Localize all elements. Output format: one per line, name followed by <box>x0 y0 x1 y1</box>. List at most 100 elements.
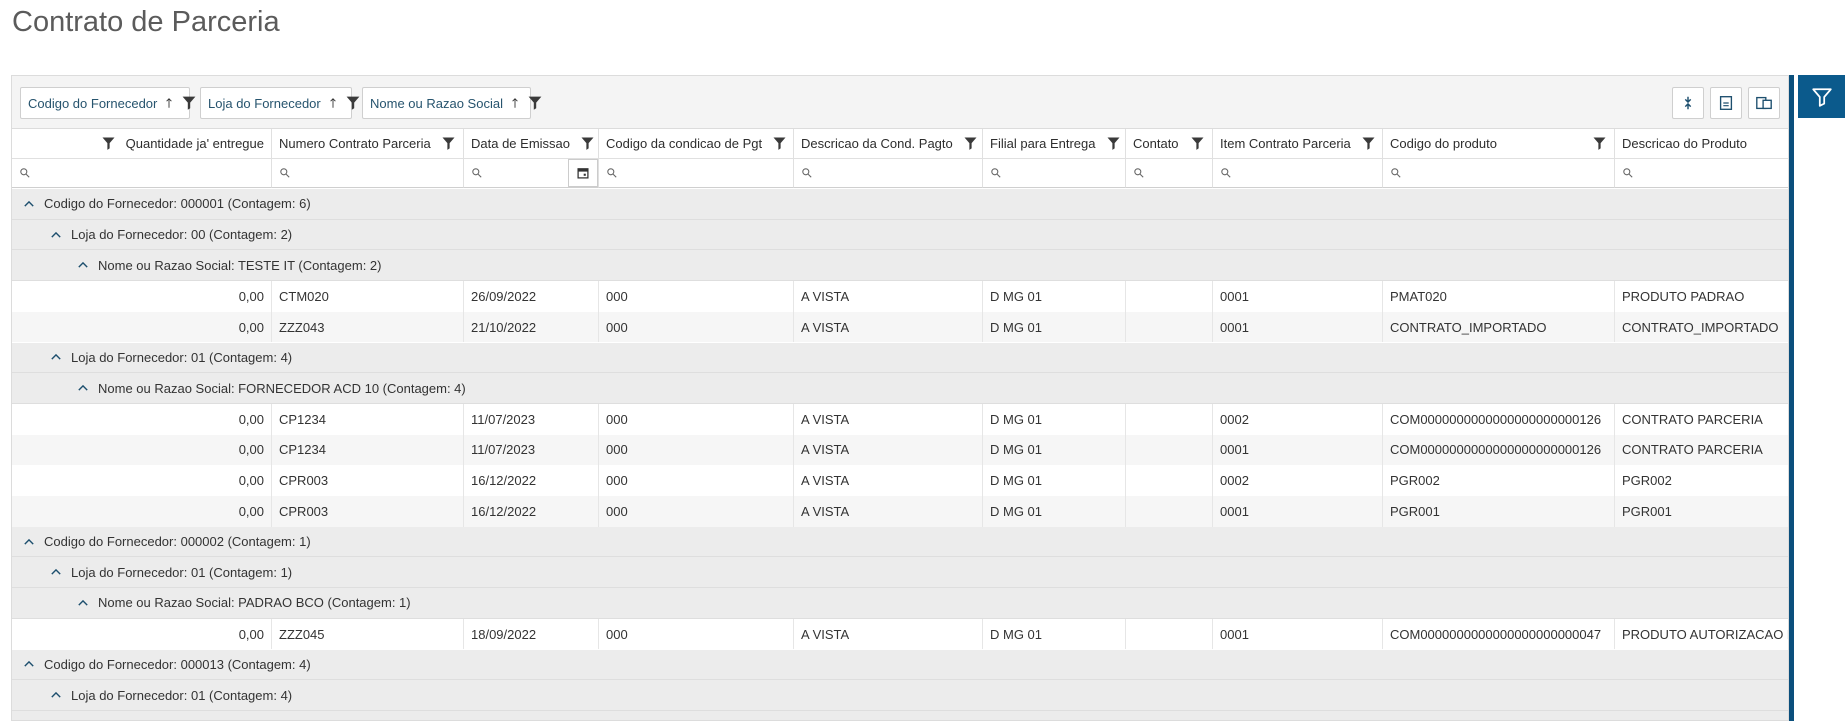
column-header[interactable]: Quantidade ja' entregue <box>12 129 272 159</box>
chip-label: Loja do Fornecedor <box>208 95 321 111</box>
search-icon <box>1134 168 1144 178</box>
group-row[interactable]: Nome ou Razao Social: PADRAO BCO (Contag… <box>12 588 1788 619</box>
table-cell: CPR003 <box>272 465 464 496</box>
collapse-button[interactable] <box>1672 87 1704 119</box>
side-bar <box>1789 75 1794 721</box>
table-cell <box>1126 465 1213 496</box>
column-filter-input[interactable] <box>794 159 983 188</box>
table-cell: PGR002 <box>1383 465 1615 496</box>
table-cell: A VISTA <box>794 281 983 312</box>
group-chip[interactable]: Nome ou Razao Social <box>362 87 542 119</box>
search-icon <box>1623 168 1633 178</box>
table-cell: 26/09/2022 <box>464 281 599 312</box>
table-cell: 0001 <box>1213 311 1383 343</box>
header-label: Filial para Entrega <box>990 136 1096 151</box>
table-cell: CONTRATO PARCERIA <box>1615 435 1788 466</box>
column-filter-input[interactable] <box>599 159 794 188</box>
column-filter-input[interactable] <box>1615 159 1788 188</box>
table-cell: PGR001 <box>1383 496 1615 527</box>
group-row[interactable]: Nome ou Razao Social: FORNECEDOR ACD 10 … <box>12 373 1788 404</box>
group-row[interactable]: Loja do Fornecedor: 01 (Contagem: 4) <box>12 342 1788 374</box>
table-cell: 18/09/2022 <box>464 618 599 650</box>
table-cell: 16/12/2022 <box>464 465 599 496</box>
column-filter-input[interactable] <box>1126 159 1213 188</box>
filter-icon <box>182 96 196 110</box>
group-chip[interactable]: Codigo do Fornecedor <box>20 87 196 119</box>
data-row: 0,00 CP1234 11/07/2023 000 A VISTA D MG 01 000… <box>12 403 1788 435</box>
group-row[interactable]: Loja do Fornecedor: 01 (Contagem: 4) <box>12 680 1788 711</box>
column-header[interactable]: Descricao do Produto <box>1615 129 1788 159</box>
group-label: Loja do Fornecedor: 00 (Contagem: 2) <box>71 227 293 243</box>
table-cell: A VISTA <box>794 618 983 650</box>
table-cell: COM0000000000000000000000126 <box>1383 403 1615 435</box>
group-row[interactable]: Loja do Fornecedor: 01 (Contagem: 1) <box>12 557 1788 589</box>
table-cell: 16/12/2022 <box>464 496 599 527</box>
group-row[interactable]: Codigo do Fornecedor: 000001 (Contagem: … <box>12 189 1788 220</box>
collapse-chevron <box>51 691 61 698</box>
group-label: Codigo do Fornecedor: 000013 (Contagem: … <box>44 656 311 672</box>
filter-icon <box>773 137 786 150</box>
sort-icon <box>512 98 518 108</box>
group-row[interactable]: Loja do Fornecedor: 00 (Contagem: 2) <box>12 219 1788 251</box>
header-label: Quantidade ja' entregue <box>125 136 264 151</box>
table-cell: CONTRATO PARCERIA <box>1615 404 1788 435</box>
search-icon <box>1221 168 1231 178</box>
header-label: Codigo do produto <box>1390 136 1497 151</box>
group-chip[interactable]: Loja do Fornecedor <box>200 87 360 119</box>
header-label: Data de Emissao <box>471 136 570 151</box>
table-cell: A VISTA <box>794 434 983 466</box>
group-label: Nome ou Razao Social: TESTE IT (Contagem… <box>98 257 382 273</box>
grid-panel: Quantidade ja' entregue Numero Contrato P… <box>11 75 1789 721</box>
table-cell: ZZZ043 <box>272 311 464 343</box>
calendar-icon <box>577 168 589 179</box>
column-filter-input[interactable] <box>983 159 1126 188</box>
column-header[interactable]: Numero Contrato Parceria <box>272 129 464 159</box>
table-cell: D MG 01 <box>983 281 1126 312</box>
column-header[interactable]: Codigo do produto <box>1383 129 1615 159</box>
column-header[interactable]: Codigo da condicao de Pgt <box>599 129 794 159</box>
column-header[interactable]: Data de Emissao <box>464 129 599 159</box>
filter-icon <box>442 137 455 150</box>
column-filter-input[interactable] <box>12 159 272 188</box>
filter-icon <box>102 137 115 150</box>
calendar-button[interactable] <box>568 159 598 187</box>
column-header[interactable]: Contato <box>1126 129 1213 159</box>
page-title: Contrato de Parceria <box>12 6 280 38</box>
column-header[interactable]: Item Contrato Parceria <box>1213 129 1383 159</box>
column-filter-input[interactable] <box>1213 159 1383 188</box>
table-cell: 0,00 <box>12 496 272 527</box>
table-cell: 000 <box>599 403 794 435</box>
column-filter-input[interactable] <box>272 159 464 188</box>
columns-button[interactable] <box>1748 87 1780 119</box>
export-button[interactable] <box>1710 87 1742 119</box>
filter-icon <box>581 137 594 150</box>
group-row[interactable]: Nome ou Razao Social: TESTE IT (Contagem… <box>12 250 1788 282</box>
data-row: 0,00 CPR003 16/12/2022 000 A VISTA D MG 01 000… <box>12 496 1788 527</box>
group-label: Codigo do Fornecedor: 000001 (Contagem: … <box>44 196 311 212</box>
table-cell: CONTRATO_IMPORTADO <box>1383 311 1615 343</box>
filter-icon <box>1811 87 1832 107</box>
group-row[interactable]: Codigo do Fornecedor: 000002 (Contagem: … <box>12 526 1788 558</box>
table-cell: CP1234 <box>272 434 464 466</box>
collapse-chevron <box>51 354 61 360</box>
column-filter-input[interactable] <box>464 159 599 188</box>
group-row[interactable]: Codigo do Fornecedor: 000013 (Contagem: … <box>12 649 1788 681</box>
data-row: 0,00 CPR003 16/12/2022 000 A VISTA D MG 01 000… <box>12 465 1788 496</box>
column-header[interactable]: Filial para Entrega <box>983 129 1126 159</box>
header-label: Contato <box>1133 136 1179 151</box>
column-header[interactable]: Descricao da Cond. Pagto <box>794 129 983 159</box>
table-cell: PRODUTO PADRAO <box>1615 281 1788 312</box>
collapse-chevron <box>78 599 88 606</box>
table-cell: 0,00 <box>12 403 272 435</box>
table-cell: 0,00 <box>12 281 272 312</box>
column-filter-input[interactable] <box>1383 159 1615 188</box>
table-cell: COM0000000000000000000000126 <box>1383 434 1615 466</box>
group-label: Loja do Fornecedor: 01 (Contagem: 4) <box>71 687 293 703</box>
table-cell: PRODUTO AUTORIZACAO EN <box>1615 619 1788 650</box>
data-grid: Quantidade ja' entregue Numero Contrato P… <box>12 128 1788 720</box>
table-cell: 0001 <box>1213 618 1383 650</box>
filter-panel-button[interactable] <box>1798 75 1845 118</box>
group-label: Codigo do Fornecedor: 000002 (Contagem: … <box>44 534 311 550</box>
filter-icon <box>1191 137 1204 150</box>
table-cell: A VISTA <box>794 311 983 343</box>
